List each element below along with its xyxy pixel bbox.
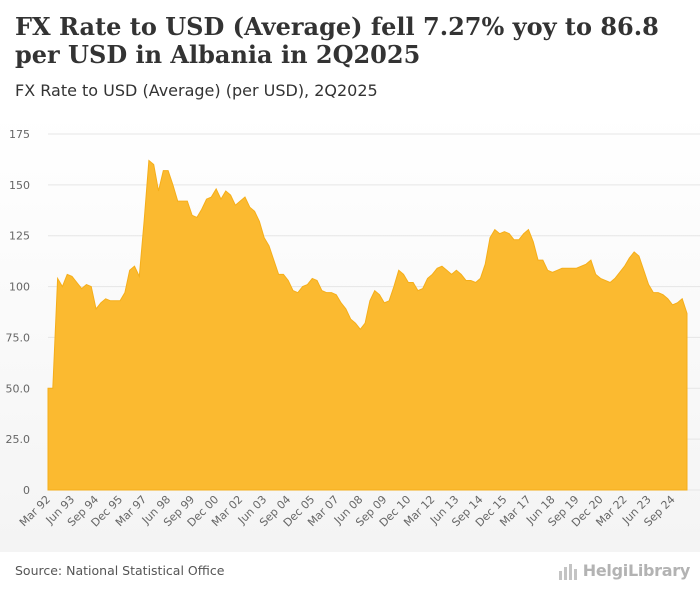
y-tick-label: 125 [9, 230, 30, 243]
series-area [47, 159, 688, 491]
source-note: Source: National Statistical Office [15, 563, 225, 578]
y-tick-label: 150 [9, 179, 30, 192]
y-tick-label: 100 [9, 281, 30, 294]
y-tick-label: 25.0 [6, 433, 31, 446]
bar-chart-icon [558, 564, 577, 580]
y-tick-label: 0 [23, 484, 30, 497]
y-tick-label: 75.0 [6, 331, 31, 344]
chart-subtitle: FX Rate to USD (Average) (per USD), 2Q20… [15, 81, 378, 100]
y-tick-label: 175 [9, 128, 30, 141]
brand-name: HelgiLibrary [582, 561, 691, 580]
y-tick-label: 50.0 [6, 382, 31, 395]
x-tick-label: Mar 92 [17, 493, 53, 529]
page-title: FX Rate to USD (Average) fell 7.27% yoy … [15, 12, 659, 69]
y-axis: 0 25.0 50.0 75.0 100 125 150 175 [6, 128, 31, 497]
series-area-fill [47, 159, 688, 491]
brand-logo: HelgiLibrary [558, 561, 690, 580]
